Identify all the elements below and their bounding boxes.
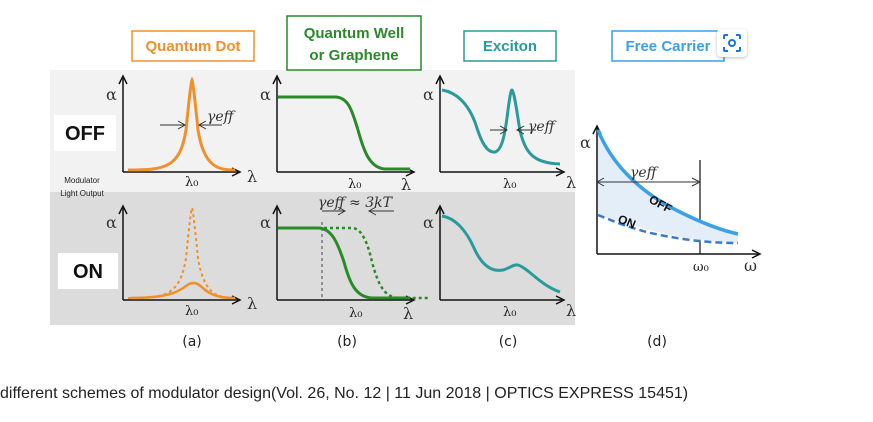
lambda-label: λ — [566, 301, 576, 320]
header-quantum-well-line2: or Graphene — [309, 47, 398, 64]
sublabel-a: (a) — [182, 334, 202, 350]
header-box-exciton — [463, 30, 557, 62]
quantum-dot-on-small — [129, 281, 236, 300]
quantum-well-on-solid — [278, 226, 410, 300]
quantum-dot-peak — [127, 76, 236, 172]
off-label-box — [54, 115, 116, 151]
free-carrier-fill — [598, 130, 738, 243]
on-row-band — [50, 192, 575, 325]
header-quantum-well-line1: Quantum Well — [304, 25, 405, 42]
lambda-label: λ — [247, 294, 257, 313]
header-box-quantum-well — [286, 15, 422, 71]
quantum-dot-on-dotted — [127, 205, 236, 299]
on-curve-label: ON — [616, 212, 638, 232]
alpha-label: α — [106, 85, 117, 104]
free-carrier-off-curve — [596, 129, 739, 236]
gamma-eff-a: γeff — [207, 109, 236, 125]
alpha-label: α — [260, 213, 271, 232]
lambda0-tick: λ₀ — [185, 304, 198, 319]
panel-c-off — [435, 74, 566, 177]
omega-label: ω — [744, 256, 757, 275]
panel-a-on — [118, 204, 242, 305]
gamma-kt-arrow-right — [367, 206, 394, 216]
off-label: OFF — [65, 123, 105, 145]
lambda0-tick: λ₀ — [349, 306, 362, 321]
alpha-label: α — [580, 133, 591, 152]
gamma-kt-arrow-left — [322, 206, 347, 216]
y-axis-arrow — [118, 74, 128, 85]
gamma-d-arrow — [595, 177, 702, 187]
gamma-eff-d: γeff — [630, 165, 659, 181]
lambda0-tick: λ₀ — [185, 175, 198, 190]
header-box-free-carrier — [611, 30, 725, 62]
lambda0-tick: λ₀ — [348, 177, 361, 192]
lambda-label: λ — [247, 167, 257, 186]
off-row-band — [50, 70, 575, 192]
modulator-label: Modulator — [64, 176, 100, 185]
exciton-off-curve — [441, 88, 561, 166]
on-label-box — [58, 253, 118, 289]
sublabel-c: (c) — [499, 334, 518, 350]
light-output-label: Light Output — [60, 189, 104, 198]
lambda-label: λ — [401, 175, 411, 194]
alpha-label: α — [423, 213, 434, 232]
gamma-arrow-left — [160, 120, 187, 130]
lambda0-tick: λ₀ — [503, 305, 516, 320]
alpha-label: α — [423, 85, 434, 104]
lambda0-tick: λ₀ — [503, 177, 516, 192]
panel-b-on — [272, 204, 416, 305]
header-exciton: Exciton — [483, 38, 537, 55]
lens-search-button[interactable] — [717, 29, 747, 57]
gamma-c-arrow-left — [490, 125, 509, 135]
header-box-quantum-dot — [131, 30, 255, 62]
modulator-schemes-figure: Quantum Dot Quantum Well or Graphene Exc… — [50, 15, 762, 350]
alpha-label: α — [260, 85, 271, 104]
free-carrier-on-curve — [597, 213, 739, 245]
header-free-carrier: Free Carrier — [625, 38, 710, 55]
omega0-tick: ω₀ — [693, 260, 709, 275]
sublabel-b: (b) — [337, 334, 357, 350]
gamma-eff-c: γeff — [528, 119, 557, 135]
sublabel-d: (d) — [647, 334, 667, 350]
lens-search-icon — [723, 34, 741, 52]
lambda-label: λ — [566, 173, 576, 192]
panel-c-on — [435, 204, 566, 305]
alpha-label: α — [106, 213, 117, 232]
header-quantum-dot: Quantum Dot — [146, 38, 241, 55]
figure-caption: different schemes of modulator design(Vo… — [0, 385, 689, 402]
gamma-c-arrow-right — [515, 125, 536, 135]
quantum-well-step — [278, 95, 410, 171]
lambda-label: λ — [403, 304, 413, 323]
gamma-arrow-right — [197, 120, 222, 130]
quantum-well-on-dotted — [318, 226, 430, 300]
exciton-on-curve — [441, 214, 561, 294]
gamma-eff-kt: γeff ≈ 3kT — [318, 195, 394, 211]
on-label: ON — [73, 261, 103, 283]
